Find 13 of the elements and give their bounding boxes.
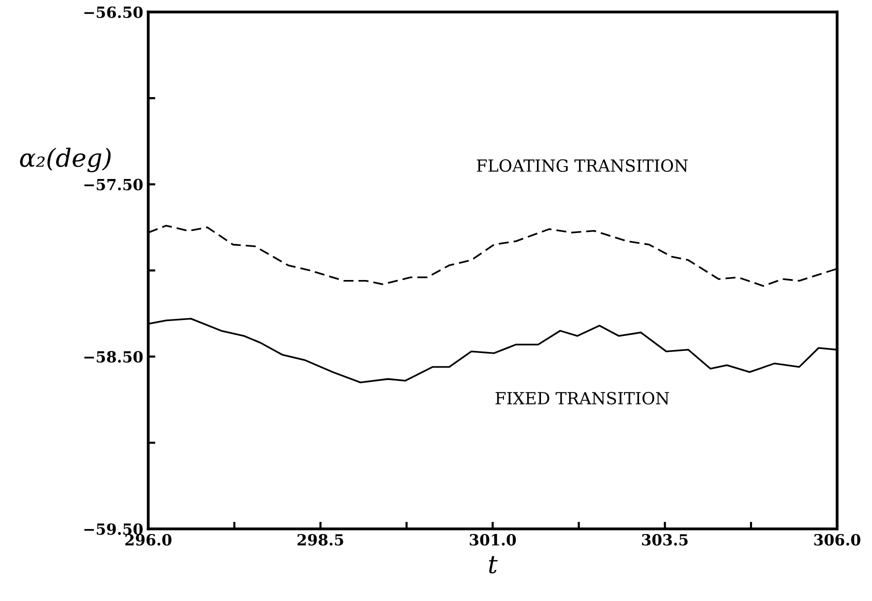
y-tick-label: −57.50 xyxy=(84,178,143,190)
y-tick-label: −59.50 xyxy=(84,523,143,535)
annotation: FIXED TRANSITION xyxy=(496,392,670,404)
x-tick-label: 301.0 xyxy=(470,534,516,546)
x-tick-label: 296.0 xyxy=(125,534,172,546)
y-tick-label: −56.50 xyxy=(84,6,143,18)
annotation: FLOATING TRANSITION xyxy=(476,159,688,172)
y-axis-title: α₂(deg) xyxy=(20,148,111,172)
x-axis-title: t xyxy=(489,556,498,574)
y-tick-label: −58.50 xyxy=(84,351,143,363)
x-tick-label: 303.5 xyxy=(642,534,688,546)
x-tick-label: 306.0 xyxy=(814,534,860,546)
x-tick-label: 298.5 xyxy=(298,534,344,546)
